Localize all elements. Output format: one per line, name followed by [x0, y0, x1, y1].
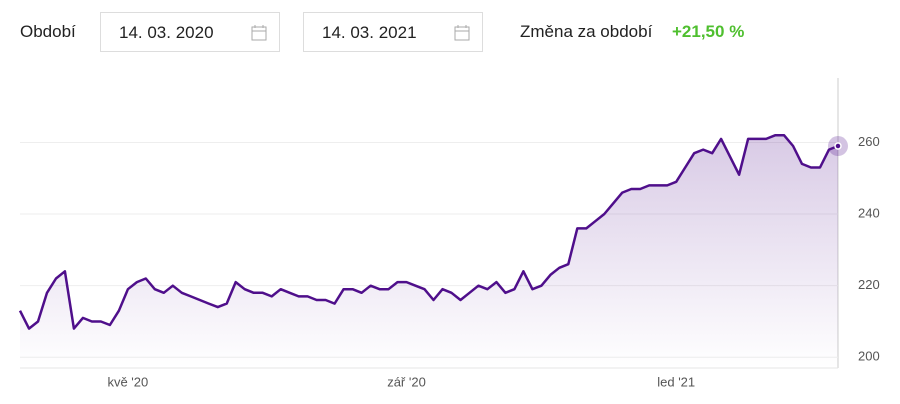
x-tick-label: kvě '20 [107, 374, 148, 389]
x-tick-label: led '21 [657, 374, 695, 389]
x-tick-label: zář '20 [387, 374, 426, 389]
change-value: +21,50 % [672, 22, 745, 41]
date-to-input[interactable]: 14. 03. 2021 [303, 12, 483, 52]
line [18, 134, 839, 330]
period-label: Období [20, 22, 76, 41]
hover-point [834, 142, 842, 150]
date-from-input[interactable]: 14. 03. 2020 [100, 12, 280, 52]
area [20, 135, 838, 368]
calendar-icon[interactable] [251, 24, 267, 41]
y-tick-label: 220 [858, 277, 880, 292]
date-from: 14. 03. 2020 [119, 23, 214, 42]
y-tick-label: 260 [858, 134, 880, 149]
y-tick-label: 200 [858, 349, 880, 364]
change-label: Změna za období [520, 22, 653, 41]
date-to: 14. 03. 2021 [322, 23, 417, 42]
y-tick-label: 240 [858, 205, 880, 220]
calendar-icon[interactable] [454, 24, 470, 41]
